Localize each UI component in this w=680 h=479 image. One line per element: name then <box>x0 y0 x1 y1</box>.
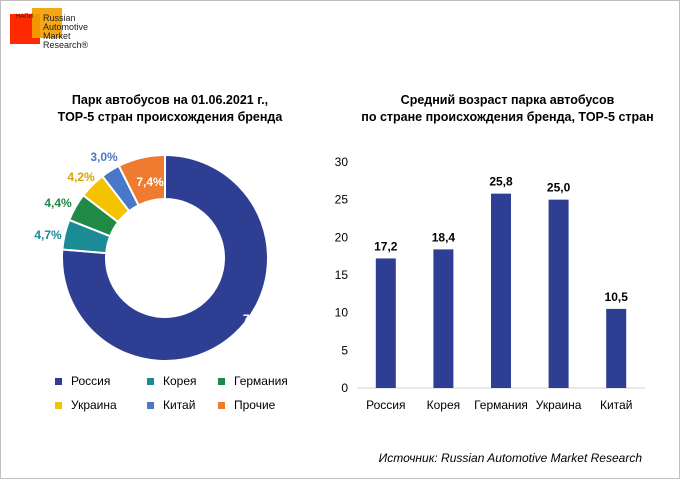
donut-chart: 76,4% 4,7% 4,4% 4,2% 3,0% 7,4% <box>34 150 277 362</box>
y-tick-label: 10 <box>335 306 349 320</box>
legend-item: Прочие <box>218 398 275 412</box>
legend-label: Украина <box>71 398 117 412</box>
legend-swatch <box>218 377 225 385</box>
company-logo: НАПИ Russian Automotive Market Research® <box>10 8 110 64</box>
x-tick-label: Китай <box>600 398 632 412</box>
y-tick-label: 25 <box>335 193 349 207</box>
bar-data-label: 25,0 <box>547 181 571 195</box>
bar <box>375 258 396 388</box>
bar <box>606 308 627 388</box>
donut-data-label: 4,4% <box>44 196 72 210</box>
y-tick-label: 20 <box>335 230 349 244</box>
legend-item: Китай <box>147 398 195 412</box>
bar <box>491 193 511 388</box>
logo-line: Automotive <box>43 22 89 32</box>
y-tick-label: 30 <box>335 155 349 169</box>
bar-title-line-2: по стране происхождения бренда, TOP-5 ст… <box>361 110 654 124</box>
legend-item: Россия <box>55 374 110 388</box>
x-tick-label: Корея <box>427 398 461 412</box>
legend-label: Россия <box>71 374 111 388</box>
donut-chart-title: Парк автобусов на 01.06.2021 г., TOP-5 с… <box>25 92 315 126</box>
bar-data-label: 17,2 <box>374 239 398 253</box>
y-tick-label: 15 <box>335 268 349 282</box>
logo-text: Russian Automotive Market Research® <box>43 14 88 50</box>
logo-orange-square <box>32 8 62 38</box>
legend-swatch <box>147 377 154 385</box>
donut-slice <box>61 153 269 362</box>
legend-item: Корея <box>147 374 197 388</box>
legend-label: Прочие <box>234 398 276 412</box>
logo-line: Market <box>43 31 71 41</box>
legend-item: Украина <box>55 398 117 412</box>
donut-data-label: 3,0% <box>90 150 118 164</box>
bar-chart-title: Средний возраст парка автобусов по стран… <box>345 92 670 126</box>
logo-line: Research® <box>43 40 89 50</box>
legend-label: Китай <box>163 398 196 412</box>
donut-title-line-1: Парк автобусов на 01.06.2021 г., <box>71 93 269 107</box>
y-tick-label: 0 <box>341 381 348 395</box>
donut-data-label: 7,4% <box>136 175 164 189</box>
legend-label: Германия <box>234 374 288 388</box>
x-tick-label: Украина <box>536 398 582 412</box>
x-tick-label: Германия <box>474 398 528 412</box>
legend-swatch <box>218 401 225 409</box>
donut-data-label: 4,7% <box>34 228 62 242</box>
legend-swatch <box>55 377 62 385</box>
legend-swatch <box>55 401 62 409</box>
logo-abbreviation: НАПИ <box>16 14 33 20</box>
bar <box>433 249 454 388</box>
bar <box>548 199 569 388</box>
donut-title-line-2: TOP-5 стран происхождения бренда <box>57 110 283 124</box>
x-tick-label: Россия <box>366 398 405 412</box>
legend-item: Германия <box>218 374 288 388</box>
legend-swatch <box>147 401 154 409</box>
donut-data-label: 76,4% <box>243 312 277 326</box>
bar-chart: 0 5 10 15 20 25 30 17,2 Россия 18,4 Корея 25,8 Герма… <box>335 155 645 412</box>
y-tick-label: 5 <box>341 343 348 357</box>
bar-title-line-1: Средний возраст парка автобусов <box>400 93 615 107</box>
source-note: Источник: Russian Automotive Market Rese… <box>378 451 642 465</box>
donut-slice <box>117 153 166 207</box>
bar-data-label: 25,8 <box>489 175 513 189</box>
legend-label: Корея <box>163 374 197 388</box>
bar-data-label: 18,4 <box>432 230 456 244</box>
donut-data-label: 4,2% <box>67 170 95 184</box>
logo-line: Russian <box>43 13 76 23</box>
bar-data-label: 10,5 <box>605 290 629 304</box>
